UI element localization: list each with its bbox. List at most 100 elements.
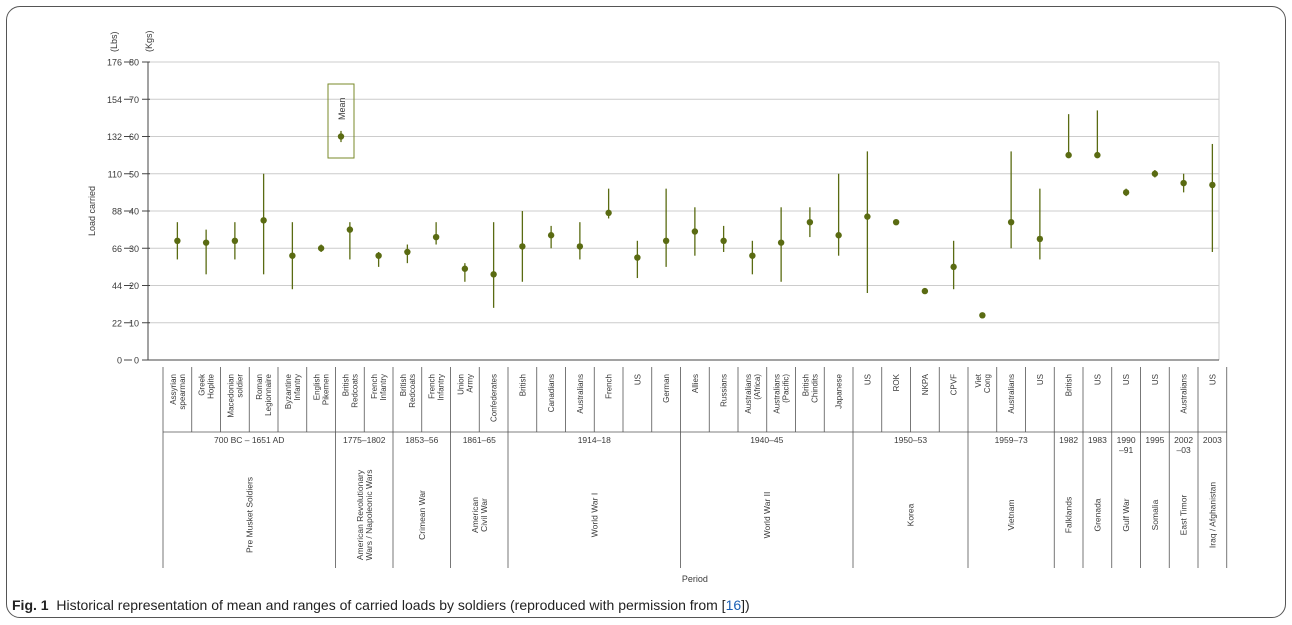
category-label: Redcoats xyxy=(350,374,359,408)
war-label: Iraq / Afghanistan xyxy=(1207,482,1217,548)
mean-marker xyxy=(835,232,842,239)
mean-marker xyxy=(1151,170,1159,177)
y-unit-lbs: (Lbs) xyxy=(109,31,119,52)
war-label: American Revolutionary xyxy=(355,469,365,560)
mean-marker xyxy=(461,265,469,272)
category-label: French xyxy=(428,374,437,399)
mean-marker xyxy=(202,239,210,246)
category-label: ROK xyxy=(892,373,901,391)
category-label: Australians xyxy=(1007,374,1016,414)
y-tick-label-lbs: 44 xyxy=(112,281,122,291)
mean-marker xyxy=(892,218,900,226)
mean-marker xyxy=(404,248,411,256)
x-axis-label: Period xyxy=(682,574,708,584)
y-tick-label-lbs: 88 xyxy=(112,207,122,217)
category-label: Union xyxy=(456,374,465,395)
mean-marker xyxy=(691,228,699,235)
war-label: Vietnam xyxy=(1006,499,1016,530)
legend-box xyxy=(327,83,355,159)
category-label: Australians xyxy=(576,374,585,414)
mean-marker xyxy=(720,237,727,244)
period-label: 700 BC – 1651 AD xyxy=(214,435,284,445)
category-label: British xyxy=(341,374,350,396)
category-label: French xyxy=(605,374,614,399)
y-tick-label-kg: 60 xyxy=(129,132,139,142)
mean-marker xyxy=(1007,218,1015,226)
category-label: NKPA xyxy=(921,373,930,395)
mean-marker xyxy=(806,218,814,226)
category-label: Allies xyxy=(691,374,700,393)
mean-marker xyxy=(1122,189,1130,196)
figure-border xyxy=(6,6,1286,618)
category-label: Cong xyxy=(983,374,992,393)
mean-marker xyxy=(174,237,181,244)
war-label: Pre Musket Soldiers xyxy=(244,477,254,553)
period-label: 2002 xyxy=(1174,435,1193,445)
period-label: 1940–45 xyxy=(750,435,783,445)
mean-marker xyxy=(605,209,612,217)
mean-marker xyxy=(231,237,239,244)
mean-marker xyxy=(1180,179,1187,187)
category-label: Assyrian xyxy=(169,374,178,405)
mean-marker xyxy=(547,232,555,239)
category-label: British xyxy=(1065,374,1074,396)
mean-marker xyxy=(979,312,986,319)
category-label: Confederates xyxy=(490,374,499,422)
category-label: French xyxy=(370,374,379,399)
period-label: 1982 xyxy=(1059,435,1078,445)
mean-marker xyxy=(432,233,440,241)
mean-marker xyxy=(346,226,354,233)
period-label: 1914–18 xyxy=(578,435,611,445)
category-label: Pikemen xyxy=(322,374,331,405)
period-label: 1950–53 xyxy=(894,435,927,445)
mean-marker xyxy=(1036,235,1044,243)
mean-marker xyxy=(289,252,296,259)
category-label: US xyxy=(633,374,642,385)
category-label: US xyxy=(863,374,872,385)
category-label: Russians xyxy=(720,374,729,407)
category-label: Macedonian xyxy=(226,374,235,418)
y-unit-kgs: (Kgs) xyxy=(144,30,154,52)
category-label: Roman xyxy=(255,374,264,400)
war-label: Gulf War xyxy=(1121,498,1131,531)
mean-marker xyxy=(260,217,267,224)
y-tick-label-kg: 80 xyxy=(129,58,139,68)
category-label: Infantry xyxy=(293,374,302,401)
figure-caption: Fig. 1 Historical representation of mean… xyxy=(12,597,750,613)
legend-marker xyxy=(337,133,345,140)
legend-label: Mean xyxy=(337,97,347,120)
y-tick-label-kg: 50 xyxy=(129,169,139,179)
y-tick-label-lbs: 0 xyxy=(117,356,122,366)
y-tick-label-lbs: 22 xyxy=(112,318,122,328)
category-label: Byzantine xyxy=(284,373,293,409)
mean-marker xyxy=(519,243,526,250)
war-label: East Timor xyxy=(1179,495,1189,536)
period-label: 1861–65 xyxy=(463,435,496,445)
caption-reference-link[interactable]: 16 xyxy=(725,597,742,613)
war-label: Wars / Napoleonic Wars xyxy=(364,469,374,560)
period-label: 2003 xyxy=(1203,435,1222,445)
category-label: British xyxy=(399,374,408,396)
war-label: Crimean War xyxy=(417,490,427,540)
category-label: Viet xyxy=(974,373,983,387)
category-label: US xyxy=(1036,374,1045,385)
period-label: –91 xyxy=(1119,445,1133,455)
y-tick-label-kg: 30 xyxy=(129,244,139,254)
period-label: 1990 xyxy=(1117,435,1136,445)
mean-marker xyxy=(1094,151,1101,159)
period-label: 1995 xyxy=(1145,435,1164,445)
war-label: Falklands xyxy=(1064,497,1074,533)
y-tick-label-kg: 20 xyxy=(129,281,139,291)
category-label: Greek xyxy=(198,373,207,396)
y-tick-label-kg: 0 xyxy=(134,356,139,366)
category-label: (Pacific) xyxy=(782,374,791,403)
category-label: Infantry xyxy=(437,374,446,401)
mean-marker xyxy=(634,254,641,261)
category-label: CPVF xyxy=(950,374,959,395)
category-label: US xyxy=(1122,374,1131,385)
mean-marker xyxy=(1065,151,1072,159)
category-label: soldier xyxy=(235,374,244,398)
category-label: British xyxy=(801,374,810,396)
category-label: Redcoats xyxy=(408,374,417,408)
